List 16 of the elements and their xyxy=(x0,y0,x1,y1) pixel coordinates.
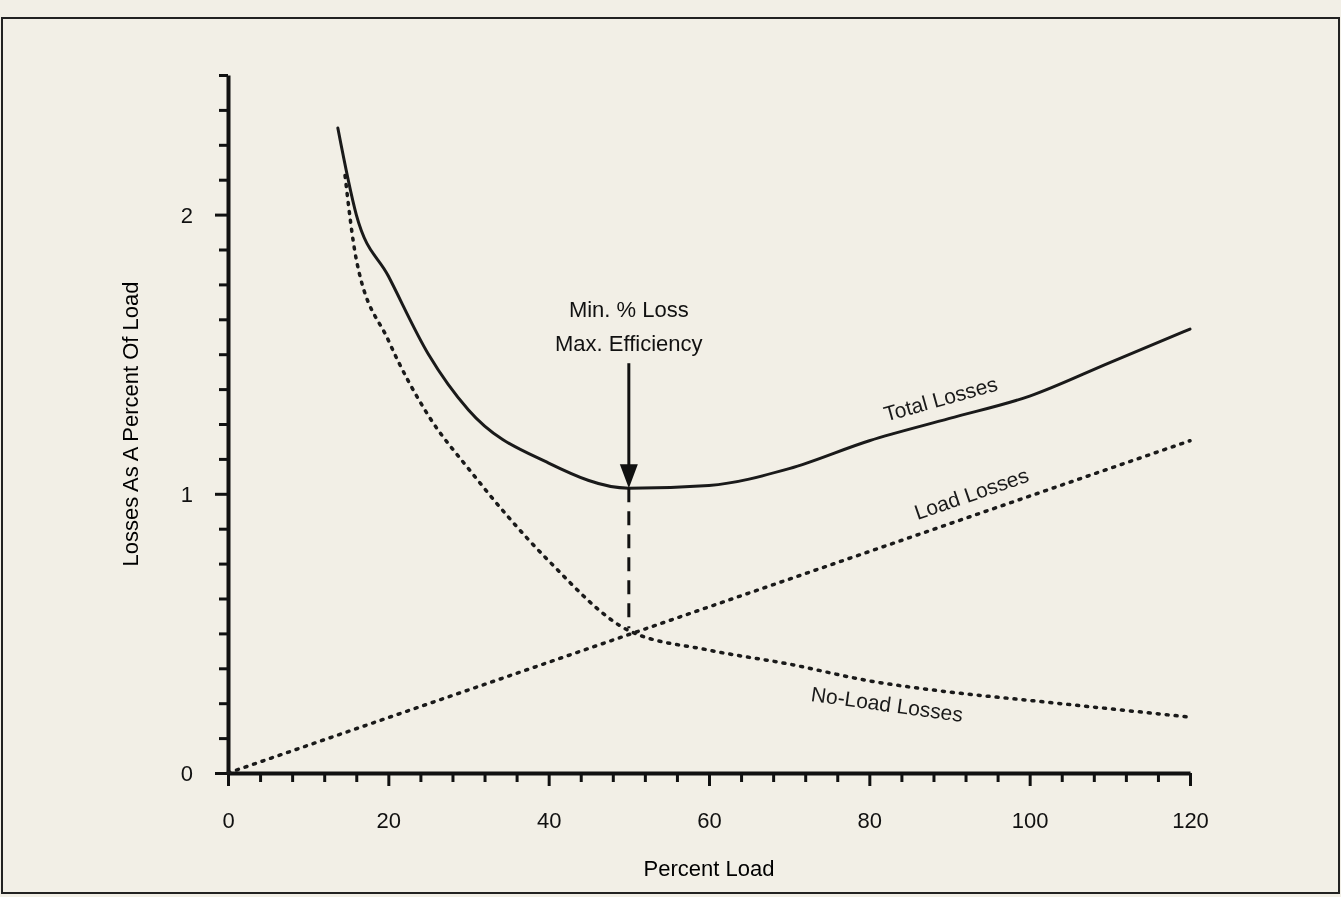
x-axis-title: Percent Load xyxy=(643,856,775,881)
x-tick-label: 60 xyxy=(697,808,722,833)
x-tick-label: 100 xyxy=(1011,808,1049,833)
annotation: Min. % Loss Max. Efficiency xyxy=(555,297,703,357)
x-tick-label: 120 xyxy=(1172,808,1209,833)
y-tick-label: 0 xyxy=(180,761,193,787)
y-tick-label: 1 xyxy=(180,482,193,507)
text: Load Losses xyxy=(911,463,1032,524)
x-tick-label: 20 xyxy=(376,808,402,833)
text: Total Losses xyxy=(881,371,1000,426)
y-axis-title: Losses As A Percent Of Load xyxy=(118,281,143,567)
x-tick-label: 40 xyxy=(536,808,562,833)
y-tick-label: 2 xyxy=(180,202,193,228)
text: No-Load Losses xyxy=(809,682,965,726)
x-tick-label: 80 xyxy=(857,808,883,833)
x-tick-label: 0 xyxy=(222,808,235,833)
